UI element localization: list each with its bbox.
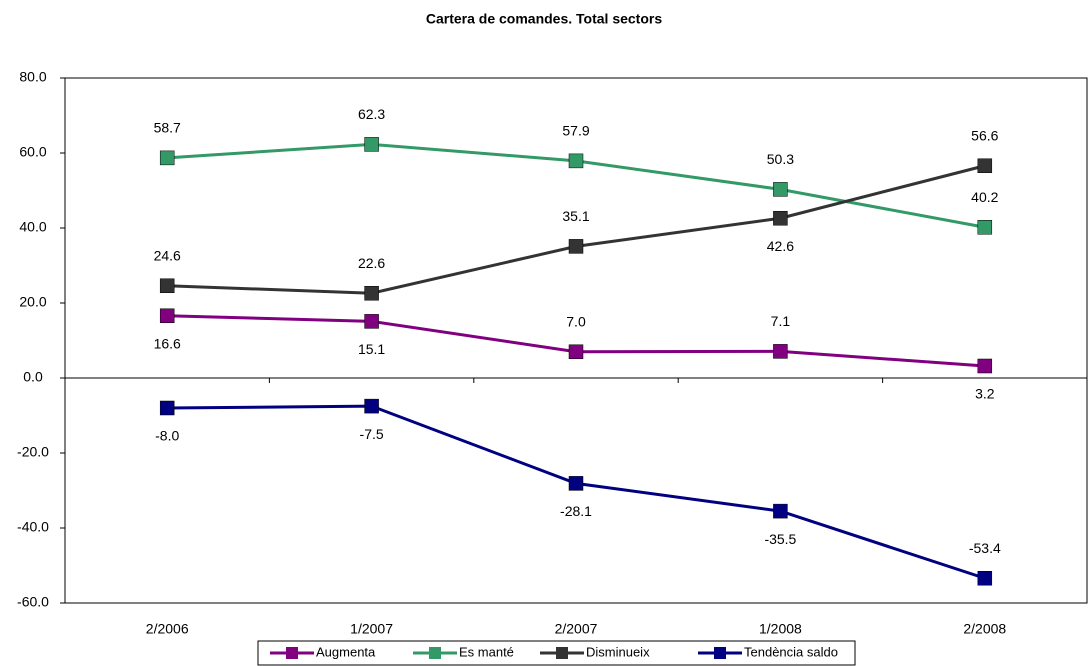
x-tick-label: 1/2008 <box>759 621 802 637</box>
data-label: 50.3 <box>767 151 794 167</box>
data-label: 24.6 <box>154 247 181 263</box>
data-label: 35.1 <box>562 208 589 224</box>
plot-area <box>64 77 1088 604</box>
data-label: 7.0 <box>566 313 586 329</box>
point-marker <box>568 153 584 169</box>
x-tick-label: 2/2007 <box>555 621 598 637</box>
point-marker <box>159 400 175 416</box>
series-line <box>167 164 986 295</box>
legend-label: Es manté <box>459 644 514 659</box>
data-label: 7.1 <box>771 313 791 329</box>
y-tick-label: 40.0 <box>19 219 46 235</box>
y-tick-label: -40.0 <box>17 519 49 535</box>
point-marker <box>977 158 993 173</box>
y-tick-label: -20.0 <box>17 444 49 460</box>
point-marker <box>159 278 175 293</box>
data-label: 40.2 <box>971 189 998 205</box>
legend-marker <box>429 647 441 659</box>
legend-label: Tendència saldo <box>744 644 838 659</box>
legend-label: Augmenta <box>316 644 376 659</box>
data-label: -53.4 <box>969 540 1001 556</box>
point-marker <box>977 358 993 374</box>
data-label: 15.1 <box>358 341 385 357</box>
data-label: 16.6 <box>154 335 181 351</box>
point-marker <box>159 150 175 166</box>
data-label: 62.3 <box>358 106 385 122</box>
point-marker <box>364 314 379 329</box>
legend-marker <box>556 647 568 659</box>
y-tick-label: 20.0 <box>19 294 46 310</box>
point-marker <box>568 239 584 254</box>
point-marker <box>364 137 379 152</box>
data-label: -35.5 <box>764 531 796 547</box>
point-marker <box>977 571 993 586</box>
data-label: -7.5 <box>360 426 384 442</box>
y-tick-label: 80.0 <box>19 69 46 85</box>
point-marker <box>159 308 175 323</box>
data-label: -28.1 <box>560 503 592 519</box>
x-tick-label: 2/2006 <box>146 621 189 637</box>
y-tick-label: 60.0 <box>19 144 46 160</box>
point-marker <box>364 398 379 414</box>
legend-label: Disminueix <box>586 644 650 659</box>
point-marker <box>773 503 788 519</box>
data-label: 57.9 <box>562 123 589 139</box>
point-marker <box>364 286 379 301</box>
data-label: 42.6 <box>767 238 794 254</box>
y-tick-label: -60.0 <box>17 594 49 610</box>
series-line <box>167 404 986 580</box>
data-label: 3.2 <box>975 386 995 402</box>
data-label: 58.7 <box>154 120 181 136</box>
point-marker <box>977 220 993 235</box>
data-label: 56.6 <box>971 127 998 143</box>
point-marker <box>773 344 788 359</box>
x-tick-label: 1/2007 <box>350 621 393 637</box>
x-tick-label: 2/2008 <box>963 621 1006 637</box>
legend-marker <box>286 647 298 659</box>
point-marker <box>568 344 584 359</box>
point-marker <box>773 211 788 226</box>
legend-marker <box>714 647 726 659</box>
point-marker <box>568 476 584 491</box>
data-label: -8.0 <box>155 428 179 444</box>
chart-title: Cartera de comandes. Total sectors <box>426 11 662 27</box>
y-tick-label: 0.0 <box>23 369 43 385</box>
data-label: 22.6 <box>358 255 385 271</box>
point-marker <box>773 182 788 197</box>
